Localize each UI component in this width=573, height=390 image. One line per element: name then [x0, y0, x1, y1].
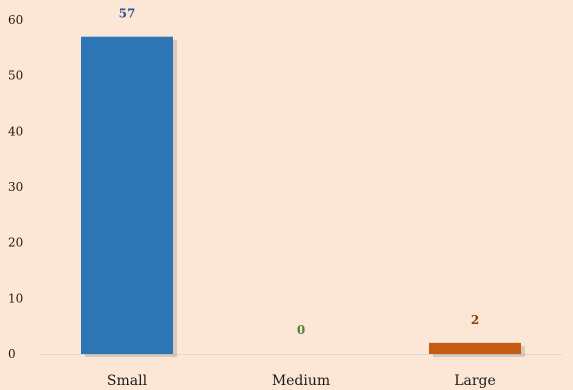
y-tick-label: 30 [8, 180, 23, 194]
y-axis-ticks: 0 10 20 30 40 50 60 [8, 13, 23, 361]
y-tick-label: 60 [8, 13, 23, 27]
bar-large [429, 342, 521, 354]
category-label-small: Small [107, 373, 148, 389]
category-label-large: Large [454, 373, 496, 389]
y-tick-label: 40 [8, 124, 23, 138]
category-labels: Small Medium Large [107, 373, 496, 389]
data-labels: 57 0 2 [119, 7, 480, 337]
bars [81, 36, 525, 357]
data-label-large: 2 [471, 313, 479, 327]
data-label-medium: 0 [297, 323, 305, 337]
data-label-small: 57 [119, 7, 136, 21]
bar-small [81, 36, 173, 354]
y-tick-label: 0 [8, 347, 16, 361]
y-tick-label: 10 [8, 291, 23, 305]
y-tick-label: 50 [8, 69, 23, 83]
y-tick-label: 20 [8, 236, 23, 250]
category-label-medium: Medium [272, 373, 330, 389]
